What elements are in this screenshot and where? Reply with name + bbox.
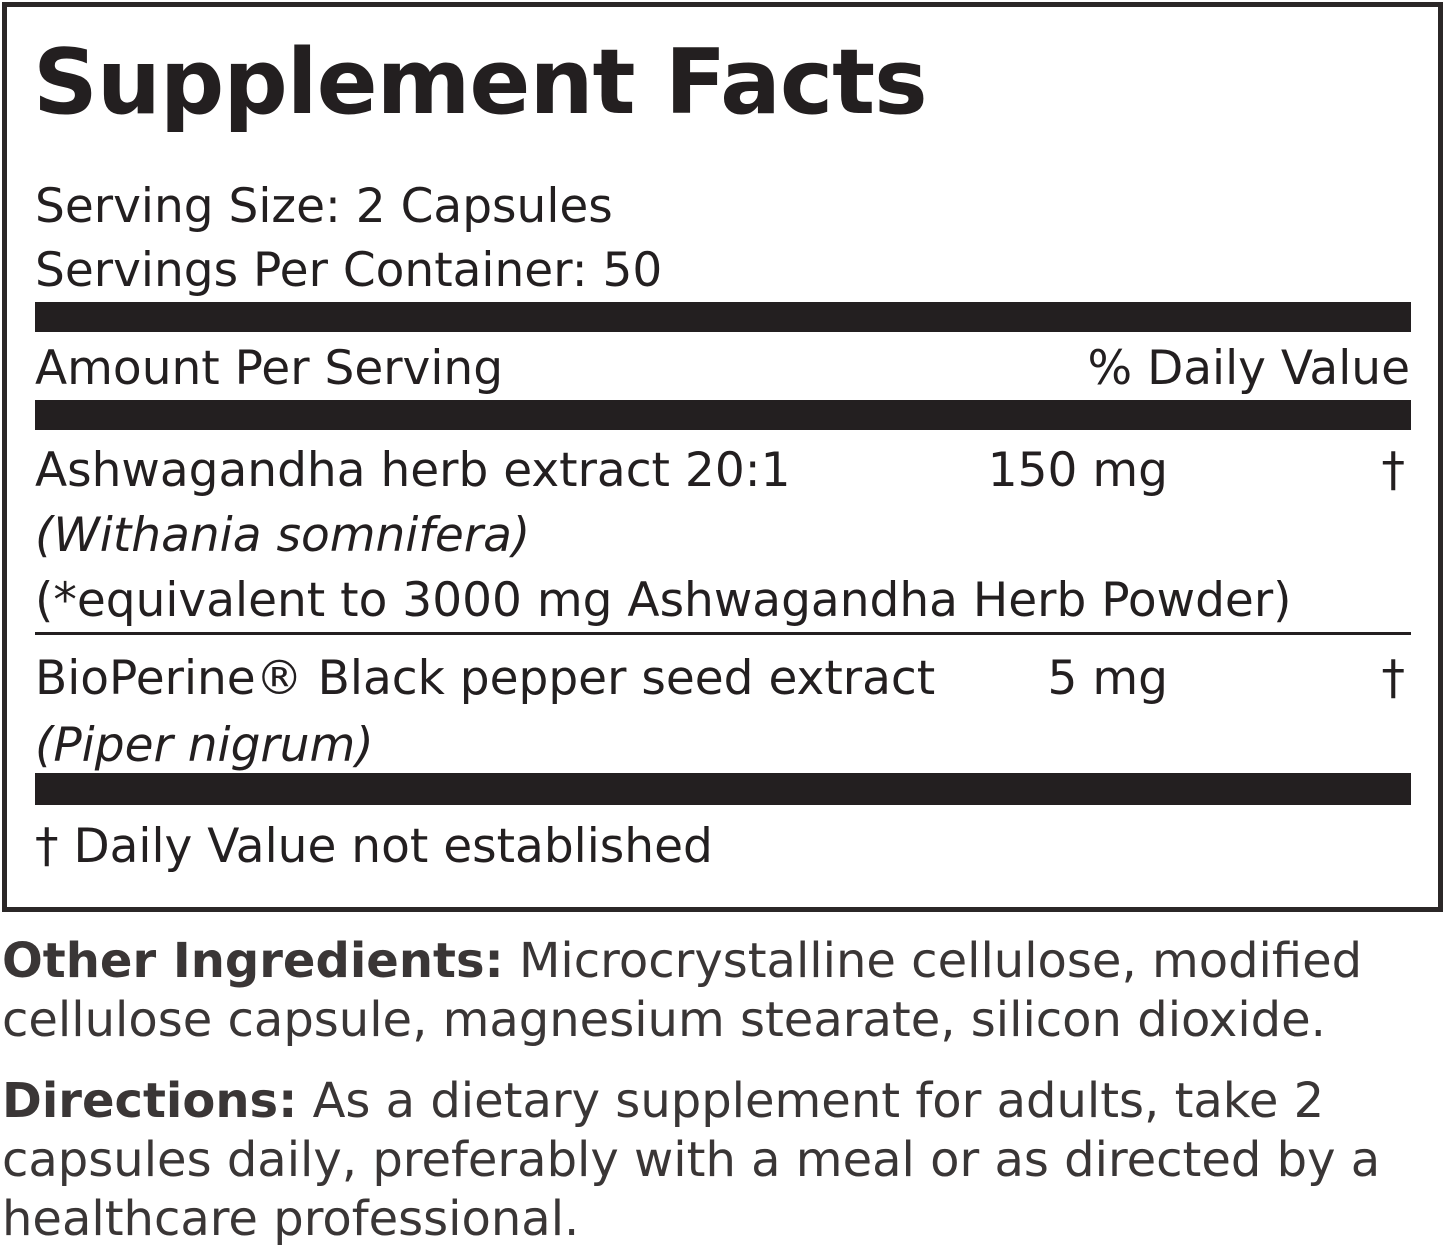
thick-rule [35,773,1411,805]
ingredient-name: Ashwagandha herb extract 20:1 [35,443,791,498]
ingredient-amount: 5 mg [1047,651,1168,706]
amount-header: Amount Per Serving [35,341,504,396]
servings-per-container: Servings Per Container: 50 [35,243,663,298]
ingredient-note: (*equivalent to 3000 mg Ashwagandha Herb… [35,573,1292,628]
thick-rule [35,400,1411,430]
serving-size: Serving Size: 2 Capsules [35,179,613,234]
title: Supplement Facts [33,30,928,135]
ingredient-latin: (Withania somnifera) [35,508,531,563]
ingredient-daily-value: † [1381,651,1406,706]
thin-rule [35,632,1411,635]
directions-label: Directions: [2,1073,298,1129]
facts-panel [2,2,1443,912]
daily-value-header: % Daily Value [1087,341,1410,396]
other-ingredients: Other Ingredients: Microcrystalline cell… [2,932,1442,1050]
ingredient-latin: (Piper nigrum) [35,718,374,773]
footnote: † Daily Value not established [35,819,713,874]
ingredient-amount: 150 mg [987,443,1168,498]
other-ingredients-label: Other Ingredients: [2,933,504,989]
directions: Directions: As a dietary supplement for … [2,1072,1442,1249]
directions-text: As a dietary supplement for adults, take… [2,1073,1381,1247]
ingredient-name: BioPerine® Black pepper seed extract [35,651,936,706]
thick-rule [35,302,1411,332]
ingredient-daily-value: † [1381,443,1406,498]
other-ingredients-text: Microcrystalline cellulose, modified cel… [2,933,1363,1048]
